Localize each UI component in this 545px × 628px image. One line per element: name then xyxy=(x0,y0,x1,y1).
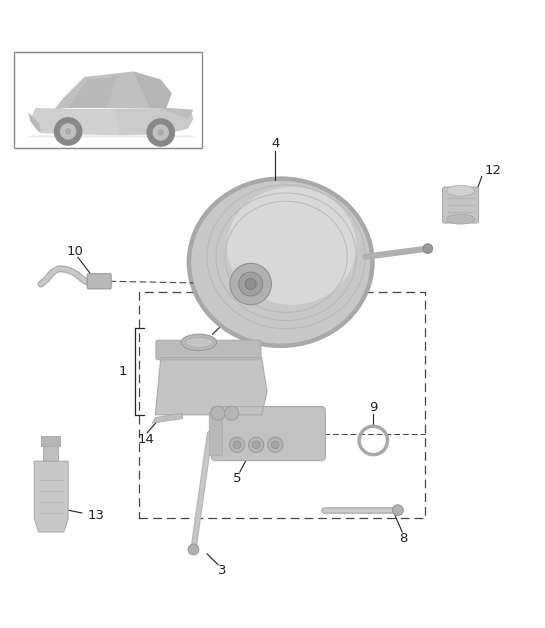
Circle shape xyxy=(239,272,263,296)
Circle shape xyxy=(268,437,283,452)
Text: 8: 8 xyxy=(399,532,408,545)
Polygon shape xyxy=(30,108,120,135)
Ellipse shape xyxy=(185,337,213,347)
Polygon shape xyxy=(34,461,68,532)
Circle shape xyxy=(147,119,174,146)
Text: 9: 9 xyxy=(369,401,378,414)
Polygon shape xyxy=(30,108,193,135)
Bar xyxy=(43,446,58,461)
Circle shape xyxy=(249,437,264,452)
Circle shape xyxy=(153,125,168,140)
Text: 10: 10 xyxy=(67,246,83,258)
Text: 3: 3 xyxy=(217,564,226,577)
Circle shape xyxy=(392,505,403,516)
Text: 2: 2 xyxy=(240,306,249,319)
Ellipse shape xyxy=(227,187,356,305)
Text: 13: 13 xyxy=(87,509,104,522)
Circle shape xyxy=(66,129,71,134)
Ellipse shape xyxy=(446,214,475,224)
Circle shape xyxy=(211,406,225,420)
Ellipse shape xyxy=(181,334,217,350)
Bar xyxy=(40,436,60,446)
Text: 14: 14 xyxy=(138,433,154,446)
Circle shape xyxy=(423,244,433,254)
Circle shape xyxy=(233,441,241,448)
Ellipse shape xyxy=(187,176,375,348)
Polygon shape xyxy=(28,112,41,133)
Text: 12: 12 xyxy=(485,164,501,176)
Polygon shape xyxy=(27,135,196,138)
FancyBboxPatch shape xyxy=(87,274,111,289)
Polygon shape xyxy=(155,357,267,415)
Bar xyxy=(14,52,202,148)
Circle shape xyxy=(60,124,76,139)
FancyBboxPatch shape xyxy=(156,340,261,360)
Polygon shape xyxy=(134,72,172,108)
Polygon shape xyxy=(161,108,193,119)
Circle shape xyxy=(225,406,239,420)
FancyBboxPatch shape xyxy=(443,187,479,223)
FancyBboxPatch shape xyxy=(209,411,222,456)
Polygon shape xyxy=(68,77,117,108)
Ellipse shape xyxy=(191,180,371,344)
Circle shape xyxy=(159,130,164,135)
Circle shape xyxy=(229,437,245,452)
Ellipse shape xyxy=(446,185,475,197)
Polygon shape xyxy=(54,72,172,110)
Polygon shape xyxy=(153,413,183,423)
Text: 6: 6 xyxy=(219,378,228,391)
Text: 1: 1 xyxy=(118,365,127,377)
Circle shape xyxy=(230,263,271,305)
Text: 4: 4 xyxy=(271,137,280,150)
Bar xyxy=(139,292,425,518)
Circle shape xyxy=(54,118,82,145)
Text: 5: 5 xyxy=(233,472,241,485)
Circle shape xyxy=(252,441,260,448)
FancyBboxPatch shape xyxy=(211,407,325,460)
Circle shape xyxy=(188,544,199,555)
Circle shape xyxy=(271,441,279,448)
Circle shape xyxy=(245,279,256,290)
